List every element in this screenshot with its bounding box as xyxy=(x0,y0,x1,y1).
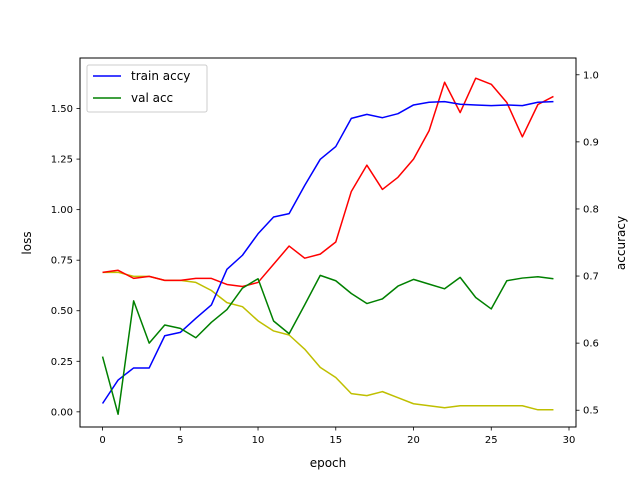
series-line-train-accy xyxy=(101,100,554,404)
right-y-tick-label: 0.5 xyxy=(583,406,599,417)
series-line-unlabeled-1 xyxy=(102,77,554,288)
right-y-tick-label: 1.0 xyxy=(583,70,599,81)
x-tick-label: 30 xyxy=(563,435,576,446)
plot-lines xyxy=(101,77,554,415)
x-tick-label: 25 xyxy=(485,435,498,446)
left-y-tick-label: 1.00 xyxy=(51,205,73,216)
left-y-tick-label: 1.25 xyxy=(51,155,73,166)
x-axis-ticks: 0 5 10 15 20 25 30 xyxy=(99,427,575,446)
x-tick-label: 5 xyxy=(177,435,183,446)
x-tick-label: 10 xyxy=(252,435,265,446)
right-y-axis-label: accuracy xyxy=(614,216,628,270)
x-tick-label: 20 xyxy=(407,435,420,446)
legend-label: train accy xyxy=(131,69,190,83)
legend-label: val acc xyxy=(131,91,173,105)
left-y-tick-label: 0.50 xyxy=(51,306,73,317)
x-axis-label: epoch xyxy=(310,456,347,470)
right-y-tick-label: 0.6 xyxy=(583,339,599,350)
left-y-tick-label: 0.00 xyxy=(51,407,73,418)
right-y-axis-ticks: 0.5 0.6 0.7 0.8 0.9 1.0 xyxy=(576,70,599,417)
left-y-axis-ticks: 0.00 0.25 0.50 0.75 1.00 1.25 1.50 xyxy=(51,104,80,418)
series-line-val-acc xyxy=(101,274,554,415)
right-y-tick-label: 0.7 xyxy=(583,272,599,283)
right-y-tick-label: 0.8 xyxy=(583,204,599,215)
left-y-tick-label: 0.75 xyxy=(51,256,73,267)
legend: train accy val acc xyxy=(86,64,208,113)
left-y-axis-label: loss xyxy=(20,231,34,254)
left-y-tick-label: 0.25 xyxy=(51,357,73,368)
x-tick-label: 15 xyxy=(329,435,342,446)
legend-entries: train accy val acc xyxy=(93,69,190,105)
axes-frame xyxy=(79,57,577,428)
x-tick-label: 0 xyxy=(99,435,105,446)
right-y-tick-label: 0.9 xyxy=(583,137,599,148)
left-y-tick-label: 1.50 xyxy=(51,104,73,115)
